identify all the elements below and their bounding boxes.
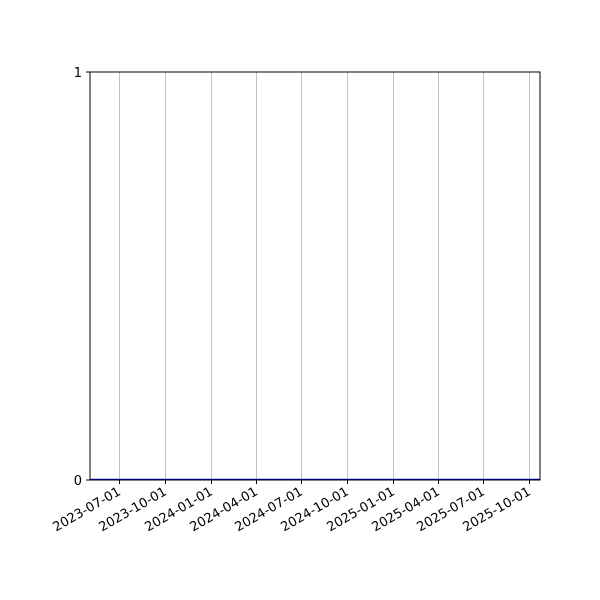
y-tick-label: 0 bbox=[74, 474, 82, 489]
y-tick-label: 1 bbox=[74, 66, 82, 81]
plot-frame bbox=[89, 71, 541, 481]
grid bbox=[119, 72, 530, 480]
y-axis: 01 bbox=[74, 66, 90, 489]
x-axis: 2023-07-012023-10-012024-01-012024-04-01… bbox=[51, 480, 534, 535]
